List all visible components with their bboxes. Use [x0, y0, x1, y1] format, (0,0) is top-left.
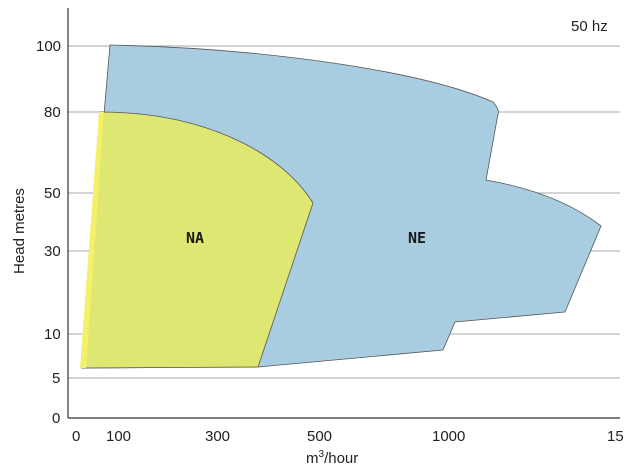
- series-label-ne: NE: [408, 229, 426, 247]
- x-axis-title-sup: 3: [319, 449, 325, 460]
- x-axis-title: m3/hour: [306, 449, 358, 467]
- x-tick-label: 15: [607, 428, 624, 445]
- x-tick-label: 300: [205, 428, 230, 445]
- x-tick-label: 500: [307, 428, 332, 445]
- y-tick-label: 100: [36, 38, 61, 55]
- na-region-left-highlight: [80, 112, 104, 368]
- x-tick-label: 1000: [432, 428, 465, 445]
- frequency-label: 50 hz: [571, 18, 608, 35]
- y-axis-title: Head metres: [11, 188, 28, 274]
- y-tick-label: 30: [44, 243, 61, 260]
- series-label-na: NA: [186, 229, 204, 247]
- y-tick-label: 5: [52, 370, 60, 387]
- x-axis-title-suffix: /hour: [324, 450, 358, 467]
- x-tick-label: 0: [72, 428, 80, 445]
- x-axis-title-main: m: [306, 450, 319, 467]
- y-tick-label: 50: [44, 185, 61, 202]
- x-tick-label: 100: [106, 428, 131, 445]
- na-region: [81, 111, 314, 369]
- y-tick-label: 10: [44, 326, 61, 343]
- x-tick-labels: 0 100 300 500 1000 15: [72, 428, 624, 445]
- y-tick-labels: 100 80 50 30 10 5 0: [36, 38, 61, 427]
- y-tick-label: 0: [52, 410, 60, 427]
- y-tick-label: 80: [44, 104, 61, 121]
